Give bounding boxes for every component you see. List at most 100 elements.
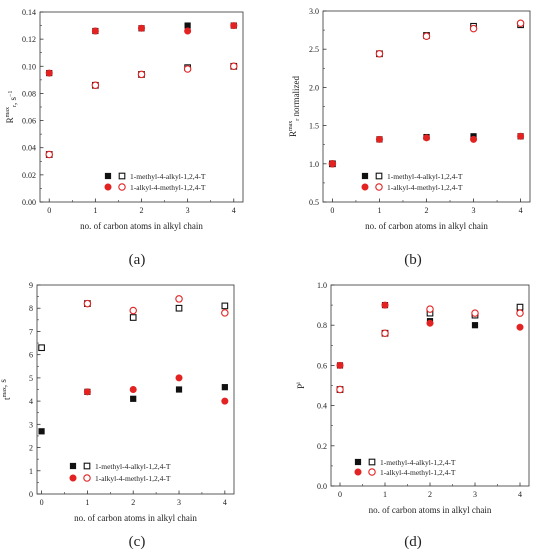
y-tick-label: 1 [29, 467, 33, 476]
panel-label-d: (d) [404, 534, 422, 550]
data-point-filled-circle [184, 27, 192, 35]
legend-marker [104, 183, 112, 191]
x-tick-label: 4 [232, 206, 236, 215]
y-tick-label: 7 [29, 327, 33, 336]
legend-marker [361, 172, 369, 180]
data-point-filled-square [221, 384, 228, 391]
data-point-filled-circle [129, 385, 137, 393]
data-point-open-circle [83, 299, 92, 308]
data-point-open-circle [422, 32, 431, 40]
y-tick-label: 0.00 [22, 198, 36, 207]
y-axis-label: tmax, s [0, 379, 12, 400]
x-tick-label: 2 [425, 206, 429, 215]
data-point-open-circle [516, 19, 525, 27]
data-point-filled-circle [470, 135, 478, 143]
series-open-circle [328, 19, 525, 168]
data-point-filled-circle [328, 160, 336, 168]
data-point-open-circle [137, 70, 146, 79]
data-point-open-circle [183, 65, 192, 73]
legend-marker [118, 183, 126, 191]
data-point-filled-square [130, 395, 137, 402]
data-point-open-square [175, 304, 183, 312]
legend-marker [118, 172, 126, 180]
legend-marker [83, 462, 91, 470]
legend-label: 1-alkyl-4-methyl-1,2,4-T [95, 474, 171, 483]
y-tick-label: 0.8 [317, 321, 327, 330]
data-point-filled-circle [221, 397, 229, 405]
x-axis-label: no. of carbon atoms in alkyl chain [74, 513, 197, 523]
series-filled-circle [83, 374, 229, 405]
data-point-filled-circle [381, 301, 389, 309]
x-tick-label: 4 [518, 490, 522, 499]
y-tick-label: 0.12 [22, 35, 36, 44]
y-tick-label: 9 [29, 281, 33, 290]
data-point-filled-circle [375, 135, 383, 143]
legend-marker [354, 468, 362, 476]
legend-label: 1-methyl-4-alkyl-1,2,4-T [380, 458, 456, 467]
y-tick-label: 1.5 [309, 122, 319, 131]
data-point-open-circle [45, 150, 53, 159]
data-point-filled-circle [426, 319, 434, 327]
legend-marker [69, 462, 77, 470]
data-point-open-square [129, 314, 137, 321]
series-open-circle [45, 62, 238, 159]
series-open-square [336, 303, 524, 393]
data-point-open-circle [175, 295, 183, 303]
x-tick-label: 2 [140, 206, 144, 215]
data-point-open-circle [426, 305, 434, 313]
x-tick-label: 0 [338, 490, 342, 499]
data-point-open-circle [471, 309, 479, 317]
y-tick-label: 8 [29, 304, 33, 313]
data-point-open-square [516, 303, 524, 311]
y-tick-label: 2.0 [309, 83, 319, 92]
y-tick-label: 0.06 [22, 117, 36, 126]
legend: 1-methyl-4-alkyl-1,2,4-T1-alkyl-4-methyl… [104, 172, 206, 192]
legend-marker [104, 172, 112, 180]
data-point-filled-square [38, 428, 45, 435]
x-axis-label: no. of carbon atoms in alkyl chain [365, 221, 488, 231]
y-tick-label: 4 [29, 397, 33, 406]
panel-label-b: (b) [404, 252, 422, 268]
data-point-filled-square [471, 322, 479, 329]
legend: 1-methyl-4-alkyl-1,2,4-T1-alkyl-4-methyl… [354, 458, 456, 477]
y-tick-label: 0 [29, 490, 33, 499]
panel-label-a: (a) [129, 252, 146, 268]
data-point-filled-circle [91, 27, 99, 35]
x-tick-label: 3 [186, 206, 190, 215]
x-tick-label: 2 [428, 490, 432, 499]
series-open-square [329, 21, 524, 168]
x-axis-label: no. of carbon atoms in alkyl chain [369, 505, 492, 515]
legend: 1-methyl-4-alkyl-1,2,4-T1-alkyl-4-methyl… [69, 462, 171, 483]
data-point-filled-circle [516, 323, 524, 331]
y-axis-label: Pi [296, 382, 306, 389]
data-point-open-circle [91, 81, 100, 90]
legend-label: 1-alkyl-4-methyl-1,2,4-T [380, 468, 456, 477]
y-tick-label: 0.14 [22, 8, 36, 17]
x-tick-label: 3 [473, 490, 477, 499]
series-open-circle [83, 295, 229, 317]
x-axis-label: no. of carbon atoms in alkyl chain [80, 221, 203, 231]
y-tick-label: 0.02 [22, 171, 36, 180]
legend-marker [368, 458, 376, 466]
y-axis-label: Rmaxr, s−1 [5, 91, 18, 124]
y-tick-label: 6 [29, 351, 33, 360]
data-point-filled-circle [138, 24, 146, 32]
data-point-filled-circle [336, 361, 344, 369]
panel-d: 0 1 2 3 4 0.0 0.2 0.4 0.6 0.8 1.0 no. of carbon ato… [296, 281, 530, 515]
legend: 1-methyl-4-alkyl-1,2,4-T1-alkyl-4-methyl… [361, 172, 463, 192]
y-tick-label: 0.5 [309, 198, 319, 207]
data-point-open-circle [129, 306, 137, 315]
y-tick-label: 0.0 [317, 482, 327, 491]
data-point-filled-circle [83, 388, 91, 396]
series-filled-circle [328, 132, 525, 168]
x-tick-label: 0 [330, 206, 334, 215]
panel-b: 0 1 2 3 4 0.5 1.0 1.5 2.0 2.5 3.0 no. of carbon ato… [288, 7, 531, 231]
y-tick-label: 5 [29, 374, 33, 383]
y-tick-label: 2 [29, 444, 33, 453]
y-tick-label: 1.0 [309, 160, 319, 169]
series-open-circle [336, 305, 524, 394]
legend-marker [361, 183, 369, 191]
y-tick-label: 2.5 [309, 45, 319, 54]
x-tick-label: 1 [85, 498, 89, 507]
